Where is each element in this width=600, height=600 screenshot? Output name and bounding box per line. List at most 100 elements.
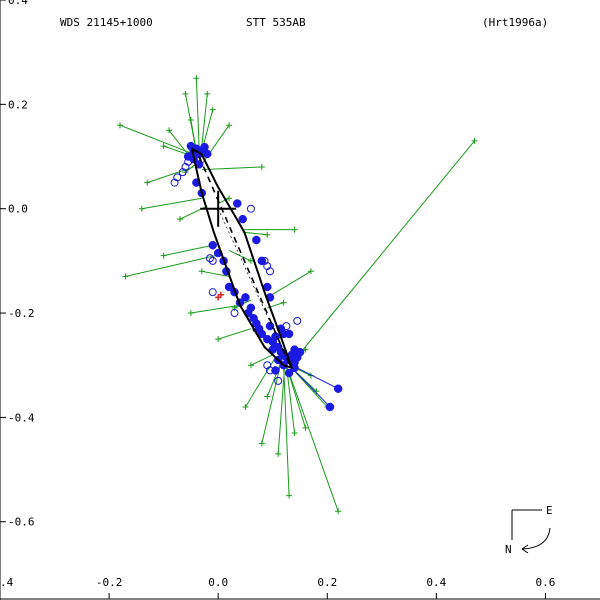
orbit-ellipse: [191, 147, 293, 369]
orbit-layer: [191, 147, 293, 369]
visual-point: [226, 122, 233, 129]
x-tick-label: -0.2: [96, 576, 123, 589]
compass: E N: [505, 504, 553, 556]
speckle-point: [284, 368, 294, 378]
visual-point: [209, 106, 216, 113]
visual-point: [471, 137, 478, 144]
visual-point: [258, 163, 265, 170]
visual-point: [275, 450, 282, 457]
visual-point: [117, 122, 123, 129]
speckle-point: [252, 235, 261, 245]
open-circle-point: [246, 204, 255, 213]
line-of-nodes: [198, 156, 291, 367]
residual-line: [217, 197, 230, 204]
open-circle-point: [208, 288, 217, 297]
compass-north-label: N: [505, 543, 512, 556]
periastron-line: [217, 208, 291, 367]
y-tick-label: -0.6: [8, 516, 35, 529]
speckle-residual-line: [291, 364, 339, 390]
visual-point: [280, 299, 287, 306]
residual-line: [185, 163, 196, 173]
speckle-point: [241, 293, 250, 302]
open-circle-point: [230, 309, 239, 318]
speckle-point: [295, 347, 305, 357]
speckle-point: [265, 321, 275, 331]
visual-point: [226, 195, 233, 202]
visual-point: [187, 117, 194, 123]
visual-point: [198, 268, 205, 275]
speckle-point: [233, 199, 242, 208]
open-circle-point: [208, 256, 217, 265]
residual-line: [190, 304, 241, 314]
x-tick-label: 0.4: [426, 576, 446, 589]
speckle-point: [203, 149, 212, 159]
compass-arrow-icon: [521, 527, 551, 550]
visual-point: [144, 179, 151, 186]
compass-arrowhead-icon: [521, 544, 529, 554]
y-tick-label: -0.2: [8, 307, 35, 320]
speckle-point: [257, 256, 267, 266]
residual-line: [163, 244, 213, 257]
open-circle-point: [293, 316, 302, 325]
wds-identifier: WDS 21145+1000: [60, 16, 153, 29]
visual-point: [122, 273, 129, 280]
speckle-point: [252, 319, 261, 328]
residual-line: [285, 365, 339, 512]
residual-line: [250, 354, 273, 366]
residual-line: [125, 255, 216, 278]
visual-point: [264, 231, 271, 238]
residual-line: [242, 231, 268, 236]
visual-point: [258, 440, 265, 447]
visual-point: [166, 127, 173, 134]
compass-east-label: E: [546, 504, 553, 517]
speckle-point: [271, 366, 280, 375]
visual-point: [335, 508, 342, 515]
residual-line: [201, 270, 230, 278]
residual-line: [218, 328, 252, 340]
y-tick-label: -0.4: [8, 411, 35, 424]
open-circle-point: [266, 267, 274, 276]
visual-point: [193, 75, 200, 82]
visual-point: [160, 143, 167, 150]
residual-line: [277, 365, 286, 454]
visual-point: [264, 393, 271, 400]
residual-line: [201, 166, 262, 171]
visual-point: [307, 268, 314, 275]
visual-point: [182, 90, 189, 97]
visual-point: [247, 257, 254, 264]
visual-point: [291, 430, 298, 437]
y-tick-label: 0.0: [8, 203, 28, 216]
residual-line: [261, 362, 282, 444]
visual-point: [160, 252, 167, 259]
residual-line: [141, 197, 202, 210]
x-tick-label: 0.0: [208, 576, 228, 589]
x-tick-label: -0.4: [0, 576, 14, 589]
visual-point: [291, 226, 298, 233]
x-tick-label: 0.2: [317, 576, 337, 589]
visual-point: [247, 362, 254, 369]
residual-line: [119, 124, 194, 155]
y-tick-label: 0.2: [8, 98, 28, 111]
speckle-point: [284, 329, 294, 339]
visual-point: [242, 403, 249, 410]
visual-point: [302, 346, 309, 353]
primary-star-marker: [200, 190, 237, 227]
open-circle-point: [274, 376, 283, 385]
reference-code: (Hrt1996a): [482, 16, 548, 29]
visual-point: [286, 492, 293, 499]
visual-point: [187, 310, 194, 317]
residual-line: [267, 270, 312, 298]
open-circle-point: [206, 254, 214, 263]
visual-point: [138, 205, 145, 212]
x-tick-label: 0.6: [536, 576, 556, 589]
speckle-residual-line: [291, 367, 331, 408]
visual-point: [215, 336, 222, 343]
residual-line: [283, 365, 290, 496]
residual-line: [294, 140, 475, 361]
system-name: STT 535AB: [246, 16, 306, 29]
speckle-point: [208, 240, 217, 250]
visual-point: [177, 216, 183, 223]
visual-point: [302, 424, 309, 431]
